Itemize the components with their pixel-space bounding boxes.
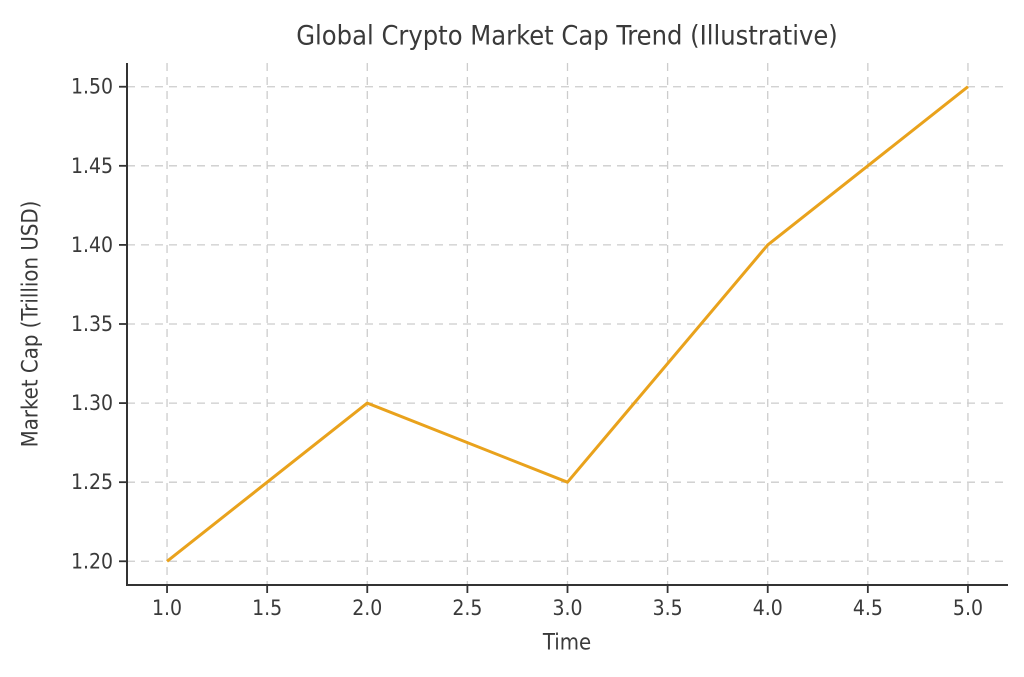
chart-title: Global Crypto Market Cap Trend (Illustra… [296, 20, 838, 52]
y-tick-label: 1.50 [71, 75, 113, 99]
x-tick-label: 1.0 [152, 596, 182, 620]
market-cap-line-series [166, 85, 969, 563]
y-tick-label: 1.40 [71, 233, 113, 257]
x-tick-label: 4.0 [753, 596, 783, 620]
y-tick-label: 1.30 [71, 391, 113, 415]
x-tick-label: 3.5 [653, 596, 683, 620]
y-tick-label: 1.20 [71, 549, 113, 573]
y-axis-label: Market Cap (Trillion USD) [18, 200, 44, 448]
y-tick-label: 1.25 [71, 470, 113, 494]
x-tick-label: 2.0 [352, 596, 382, 620]
x-axis-label: Time [542, 630, 592, 656]
y-tick-label: 1.45 [71, 154, 113, 178]
x-tick-label: 2.5 [452, 596, 482, 620]
x-tick-label: 4.5 [853, 596, 883, 620]
x-tick-label: 3.0 [552, 596, 582, 620]
x-tick-label: 5.0 [953, 596, 983, 620]
y-tick-label: 1.35 [71, 312, 113, 336]
x-tick-label: 1.5 [252, 596, 282, 620]
